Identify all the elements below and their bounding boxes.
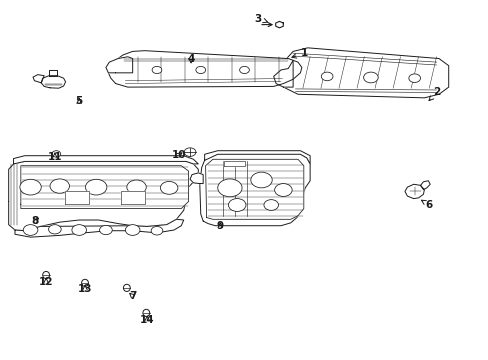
Polygon shape	[273, 60, 292, 87]
Ellipse shape	[142, 309, 149, 316]
Polygon shape	[15, 219, 183, 237]
Text: 14: 14	[140, 315, 154, 325]
Polygon shape	[404, 184, 424, 199]
Polygon shape	[14, 156, 198, 164]
Text: 5: 5	[76, 96, 82, 107]
Polygon shape	[49, 70, 57, 76]
Circle shape	[264, 200, 278, 210]
Text: 6: 6	[421, 200, 432, 210]
Ellipse shape	[42, 271, 49, 279]
Polygon shape	[108, 51, 301, 87]
Text: 2: 2	[428, 87, 439, 100]
Text: 13: 13	[78, 284, 92, 294]
Polygon shape	[224, 161, 245, 166]
Circle shape	[20, 179, 41, 195]
Text: 9: 9	[216, 221, 224, 231]
Polygon shape	[205, 159, 303, 219]
Circle shape	[152, 66, 162, 73]
Circle shape	[151, 226, 163, 235]
Text: 7: 7	[129, 291, 136, 301]
Circle shape	[125, 225, 140, 235]
Circle shape	[160, 181, 178, 194]
Polygon shape	[33, 75, 44, 83]
Polygon shape	[21, 166, 188, 208]
Circle shape	[23, 225, 38, 235]
Ellipse shape	[123, 284, 130, 292]
Polygon shape	[190, 173, 203, 184]
Circle shape	[100, 225, 112, 235]
Circle shape	[250, 172, 272, 188]
Polygon shape	[41, 76, 65, 88]
Polygon shape	[283, 48, 448, 98]
Text: 10: 10	[171, 150, 186, 160]
Circle shape	[196, 66, 205, 73]
Circle shape	[239, 66, 249, 73]
Polygon shape	[275, 21, 283, 28]
Text: 4: 4	[187, 54, 194, 64]
Circle shape	[228, 199, 245, 211]
Polygon shape	[204, 151, 309, 164]
Circle shape	[184, 148, 196, 157]
Text: 1: 1	[291, 48, 308, 58]
Circle shape	[126, 180, 146, 194]
Circle shape	[321, 72, 332, 81]
Circle shape	[217, 179, 242, 197]
Polygon shape	[64, 191, 89, 204]
Circle shape	[408, 74, 420, 82]
Polygon shape	[106, 57, 132, 73]
Polygon shape	[120, 192, 144, 204]
Text: 8: 8	[32, 216, 39, 226]
Text: 3: 3	[254, 14, 267, 23]
Polygon shape	[9, 161, 198, 231]
Circle shape	[274, 184, 291, 197]
Circle shape	[85, 179, 107, 195]
Circle shape	[363, 72, 377, 83]
Polygon shape	[200, 154, 309, 226]
Text: 12: 12	[39, 277, 53, 287]
Circle shape	[50, 179, 69, 193]
Text: 11: 11	[47, 152, 62, 162]
Circle shape	[48, 225, 61, 234]
Polygon shape	[420, 181, 429, 190]
Ellipse shape	[81, 279, 88, 287]
Circle shape	[52, 151, 61, 157]
Circle shape	[72, 225, 86, 235]
